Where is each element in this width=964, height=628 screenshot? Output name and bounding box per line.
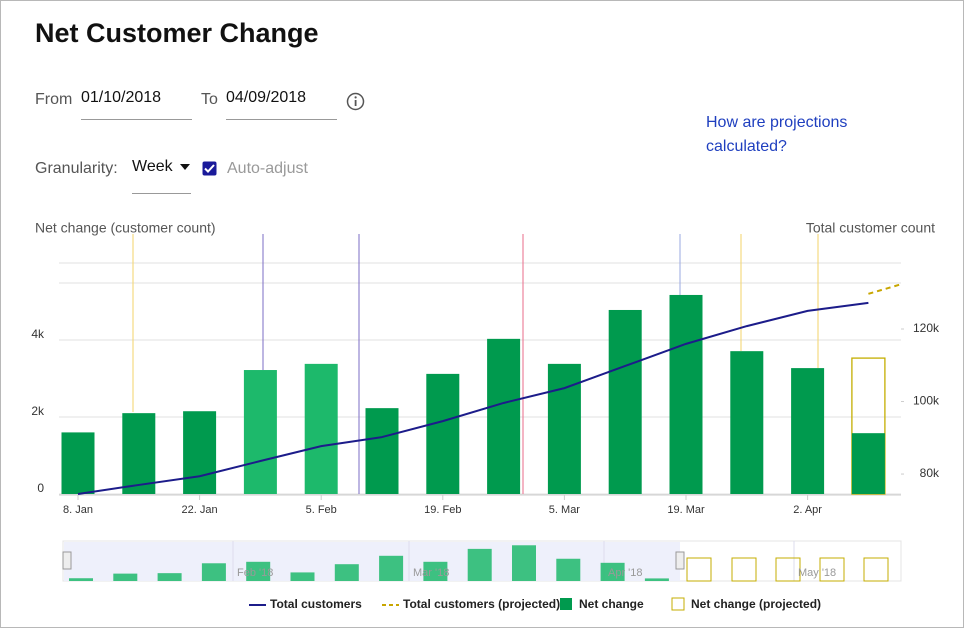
- navigator-bar: [69, 578, 93, 581]
- auto-adjust-checkbox[interactable]: [202, 161, 217, 176]
- navigator-label: Mar '18: [413, 567, 449, 579]
- x-tick-label: 22. Jan: [182, 504, 218, 516]
- x-tick-label: 2. Apr: [793, 504, 822, 516]
- navigator-selection: [64, 542, 680, 581]
- from-input[interactable]: 01/10/2018: [81, 89, 192, 120]
- to-value: 04/09/2018: [226, 89, 307, 106]
- bar: [183, 411, 217, 494]
- bar: [547, 363, 581, 494]
- bar: [791, 368, 825, 494]
- navigator-bar: [201, 563, 226, 581]
- x-tick-label: 5. Mar: [549, 504, 581, 516]
- navigator-label: Apr '18: [608, 567, 643, 579]
- navigator-projection: [686, 557, 712, 582]
- navigator-bar: [512, 545, 536, 581]
- bar: [365, 408, 399, 494]
- granularity-select[interactable]: Week: [132, 158, 191, 194]
- navigator-handle[interactable]: [62, 551, 72, 570]
- y2-tick-label: 100k: [913, 394, 940, 408]
- navigator-projection: [775, 557, 801, 582]
- bar: [487, 338, 521, 494]
- navigator-bar: [644, 578, 669, 581]
- y2-tick-label: 120k: [913, 321, 940, 335]
- legend: Total customers Total customers (projecte…: [249, 597, 821, 611]
- navigator-bar: [600, 562, 625, 581]
- x-tick-label: 19. Feb: [424, 504, 461, 516]
- y-tick-label: 0: [37, 481, 44, 495]
- y2-tick-label: 80k: [920, 466, 940, 480]
- bar: [426, 373, 460, 494]
- navigator-handle[interactable]: [675, 551, 685, 570]
- bar: [61, 432, 95, 494]
- info-icon[interactable]: [346, 92, 365, 111]
- y-tick-label: 4k: [31, 327, 45, 341]
- navigator-bar: [246, 561, 271, 581]
- navigator-projection: [819, 557, 845, 582]
- navigator-bar: [379, 555, 404, 581]
- granularity-label: Granularity:: [35, 160, 118, 177]
- link-line: How are projections: [706, 114, 848, 131]
- navigator-bar: [467, 548, 492, 581]
- bar: [608, 309, 642, 494]
- bar: [669, 294, 703, 494]
- legend-label: Net change (projected): [691, 597, 821, 611]
- projections-link[interactable]: How are projections calculated?: [706, 111, 847, 159]
- navigator-bar: [334, 564, 359, 581]
- legend-label: Total customers: [270, 597, 362, 611]
- x-tick-label: 19. Mar: [667, 504, 705, 516]
- legend-label: Total customers (projected): [403, 597, 560, 611]
- navigator-projection: [863, 557, 889, 582]
- auto-adjust-label: Auto-adjust: [227, 160, 308, 177]
- line: [77, 301, 869, 495]
- navigator-bar: [556, 558, 581, 581]
- from-label: From: [35, 91, 73, 108]
- navigator-bar: [113, 573, 138, 581]
- from-value: 01/10/2018: [81, 89, 162, 106]
- navigator-bar: [290, 572, 315, 581]
- link-line: calculated?: [706, 138, 787, 155]
- projected-line: [868, 283, 901, 295]
- y2-axis-title: Total customer count: [806, 220, 935, 236]
- bar: [243, 370, 277, 494]
- event-markers: [132, 234, 819, 494]
- legend-label: Net change: [579, 597, 644, 611]
- plot-area: [61, 283, 901, 495]
- legend-swatch: [671, 597, 685, 611]
- x-tick-label: 8. Jan: [63, 504, 93, 516]
- navigator-bar: [423, 561, 448, 581]
- y-tick-label: 2k: [31, 404, 45, 418]
- navigator-bar: [157, 573, 182, 581]
- legend-swatch: [560, 598, 572, 610]
- y-axis-title: Net change (customer count): [35, 220, 216, 236]
- bar: [304, 363, 338, 494]
- bar: [730, 351, 764, 494]
- navigator-label: May '18: [798, 567, 836, 579]
- to-input[interactable]: 04/09/2018: [226, 89, 337, 120]
- x-tick-label: 5. Feb: [306, 504, 337, 516]
- navigator-projection: [731, 557, 757, 582]
- page-title: Net Customer Change: [35, 18, 319, 48]
- navigator-label: Feb '18: [237, 567, 273, 579]
- dropdown-caret: [180, 164, 191, 170]
- bar: [851, 433, 885, 494]
- granularity-value: Week: [132, 158, 173, 175]
- to-label: To: [201, 91, 218, 108]
- bar: [122, 413, 156, 494]
